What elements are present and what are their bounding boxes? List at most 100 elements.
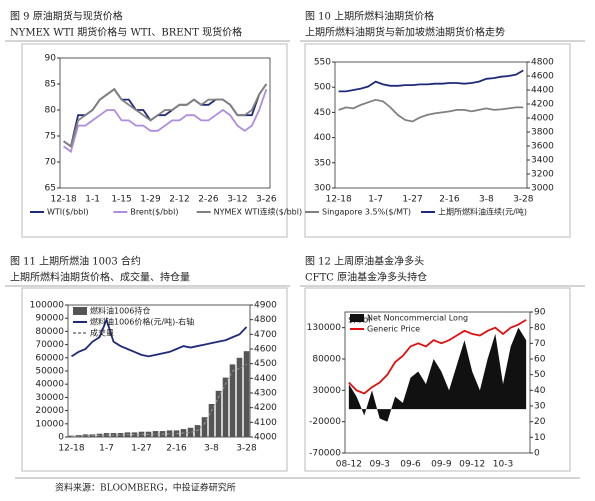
figure-subtitle: 上期所燃料油期货价格、成交量、持仓量	[10, 271, 190, 284]
line	[338, 69, 524, 93]
y2-tick-label: 4200	[254, 403, 277, 413]
y2-tick-label: 3600	[531, 142, 554, 152]
bar	[166, 430, 173, 437]
x-tick-label: 1-27	[402, 195, 422, 205]
y2-tick-label: 3400	[531, 156, 554, 166]
x-tick-label: 2-12	[169, 195, 189, 205]
y2-tick-label: 90	[534, 308, 546, 318]
y2-tick-label: 20	[534, 417, 546, 427]
y-tick-label: 60000	[35, 353, 64, 363]
y-tick-label: 350	[314, 158, 331, 168]
x-tick-label: 09-3	[369, 460, 389, 470]
line	[63, 83, 268, 148]
legend-label: Brent($/bbl)	[130, 208, 178, 217]
y2-tick-label: 60	[534, 355, 546, 365]
x-tick-label: 3-8	[479, 195, 494, 205]
y2-tick-label: 4600	[254, 345, 277, 355]
x-tick-label: 3-28	[236, 444, 257, 454]
x-tick-label: 08-12	[336, 460, 362, 470]
x-tick-label: 2-16	[166, 444, 187, 454]
legend-swatch	[73, 307, 87, 315]
bar	[201, 417, 208, 437]
figure-title: 图 9 原油期货与现货价格	[10, 10, 123, 23]
y-tick-label: 90000	[35, 314, 64, 324]
frame	[21, 287, 288, 472]
y-tick-label: 80000	[312, 355, 341, 365]
legend-label: Net Noncommercial Long	[367, 314, 468, 323]
x-tick-label: 1-15	[111, 195, 131, 205]
line	[71, 363, 247, 437]
bar	[152, 431, 159, 437]
y-tick-label: 20000	[35, 406, 64, 416]
bar	[187, 427, 194, 437]
y-tick-label: 0	[58, 433, 64, 443]
y2-tick-label: 4500	[254, 359, 277, 369]
y2-tick-label: 4400	[531, 86, 554, 96]
y-tick-label: 90	[45, 54, 57, 64]
y2-tick-label: 4300	[254, 389, 277, 399]
x-tick-label: 1-7	[368, 195, 383, 205]
line	[338, 98, 524, 123]
figure-title: 图 12 上周原油基金净多头	[305, 255, 424, 268]
frame	[304, 287, 571, 472]
x-tick-label: 3-12	[227, 195, 247, 205]
figure-subtitle: NYMEX WTI 期货价格与 WTI、BRENT 现货价格	[10, 26, 242, 39]
y2-tick-label: 4700	[254, 330, 277, 340]
y2-tick-label: 4000	[531, 114, 554, 124]
y2-tick-label: 80	[534, 323, 546, 333]
x-tick-label: 1-1	[85, 195, 100, 205]
source: 资料来源：BLOOMBERG，中投证券研究所	[55, 482, 236, 494]
y2-tick-label: 4100	[254, 418, 277, 428]
y2-tick-label: 4200	[531, 100, 554, 110]
legend-label: Singapore 3.5%($/MT)	[322, 208, 411, 217]
plot-area	[59, 57, 271, 189]
legend-label: 成交量	[90, 328, 114, 338]
bar	[229, 364, 236, 437]
x-tick-label: 12-18	[326, 195, 352, 205]
y-tick-label: 70000	[35, 340, 64, 350]
plot-area	[344, 311, 531, 454]
line	[63, 88, 268, 154]
legend-label: 燃料油1006持仓	[90, 306, 150, 316]
bar	[82, 434, 89, 437]
frame	[304, 43, 571, 238]
x-tick-label: 1-7	[99, 444, 114, 454]
figure-title: 图 11 上期所燃油 1003 合约	[10, 255, 141, 268]
bar	[131, 432, 138, 437]
x-tick-label: 09-9	[431, 460, 452, 470]
y-tick-label: -20000	[309, 417, 341, 427]
x-tick-label: 10-3	[493, 460, 513, 470]
bar	[236, 357, 243, 437]
legend-label: 上期所燃料油连续(元/吨)	[438, 207, 527, 217]
y-tick-label: 500	[314, 83, 331, 93]
y2-tick-label: 40	[534, 386, 546, 396]
y2-tick-label: 3200	[531, 170, 554, 180]
y-tick-label: 450	[314, 108, 331, 118]
bar	[215, 390, 222, 437]
area	[348, 327, 527, 422]
y2-tick-label: 0	[534, 449, 540, 459]
bar	[96, 433, 103, 437]
y-tick-label: -70000	[309, 449, 341, 459]
x-tick-label: 2-16	[439, 195, 460, 205]
bar	[222, 377, 229, 437]
figure-subtitle: CFTC 原油基金净多头持仓	[305, 271, 427, 284]
x-tick-label: 12-18	[51, 195, 77, 205]
x-tick-label: 3-26	[256, 195, 277, 205]
legend-label: WTI($/bbl)	[47, 208, 89, 217]
y2-tick-label: 4800	[254, 315, 277, 325]
legend-swatch	[350, 314, 364, 322]
y-tick-label: 30000	[312, 386, 341, 396]
x-tick-label: 3-8	[204, 444, 219, 454]
bar	[117, 433, 124, 437]
y2-tick-label: 10	[534, 433, 546, 443]
y2-tick-label: 70	[534, 339, 546, 349]
y-tick-label: 85	[45, 80, 56, 90]
y2-tick-label: 4900	[254, 301, 277, 311]
y2-tick-label: 4600	[531, 72, 554, 82]
y-tick-label: 80	[45, 106, 57, 116]
y-tick-label: 100000	[30, 301, 65, 311]
y-tick-label: 40000	[35, 380, 64, 390]
y-tick-label: 65	[45, 184, 56, 194]
